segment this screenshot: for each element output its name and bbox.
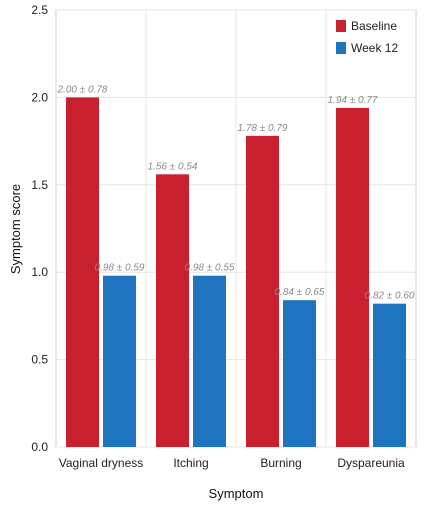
x-tick-label: Itching <box>173 456 208 470</box>
bar <box>283 300 316 447</box>
data-labels: 2.00 ± 0.78 0.98 ± 0.59 1.56 ± 0.54 0.98 ± … <box>57 84 415 301</box>
legend-swatch <box>336 42 346 54</box>
legend-swatch <box>336 20 346 32</box>
y-tick-label: 1.0 <box>31 265 48 279</box>
y-tick-label: 0.0 <box>31 440 48 454</box>
bar <box>246 135 279 447</box>
x-tick-label: Burning <box>260 456 301 470</box>
bars <box>66 97 406 448</box>
legend: Baseline Week 12 <box>336 19 398 55</box>
y-tick-label: 1.5 <box>31 178 48 192</box>
x-tick-label: Dyspareunia <box>337 456 405 470</box>
data-label: 0.98 ± 0.59 <box>95 263 145 274</box>
bar <box>66 97 99 448</box>
x-axis-title: Symptom <box>209 486 264 501</box>
y-tick-label: 0.5 <box>31 353 48 367</box>
x-axis-ticks: Vaginal dryness Itching Burning Dyspareunia <box>59 456 405 470</box>
data-label: 2.00 ± 0.78 <box>57 84 108 95</box>
data-label: 0.84 ± 0.65 <box>275 287 325 298</box>
data-label: 1.94 ± 0.77 <box>328 95 378 106</box>
bar <box>156 174 189 447</box>
bar <box>336 107 369 447</box>
bar <box>193 275 226 447</box>
data-label: 0.82 ± 0.60 <box>365 291 415 302</box>
y-axis-ticks: 0.0 0.5 1.0 1.5 2.0 2.5 <box>31 3 48 454</box>
y-tick-label: 2.0 <box>31 90 48 104</box>
legend-label: Week 12 <box>351 41 398 55</box>
legend-label: Baseline <box>351 19 397 33</box>
data-label: 1.78 ± 0.79 <box>238 123 288 134</box>
data-label: 1.56 ± 0.54 <box>148 161 198 172</box>
y-tick-label: 2.5 <box>31 3 48 17</box>
data-label: 0.98 ± 0.55 <box>185 263 235 274</box>
bar <box>373 303 406 447</box>
y-axis-title: Symptom score <box>8 184 23 274</box>
bar <box>103 275 136 447</box>
x-tick-label: Vaginal dryness <box>59 456 144 470</box>
